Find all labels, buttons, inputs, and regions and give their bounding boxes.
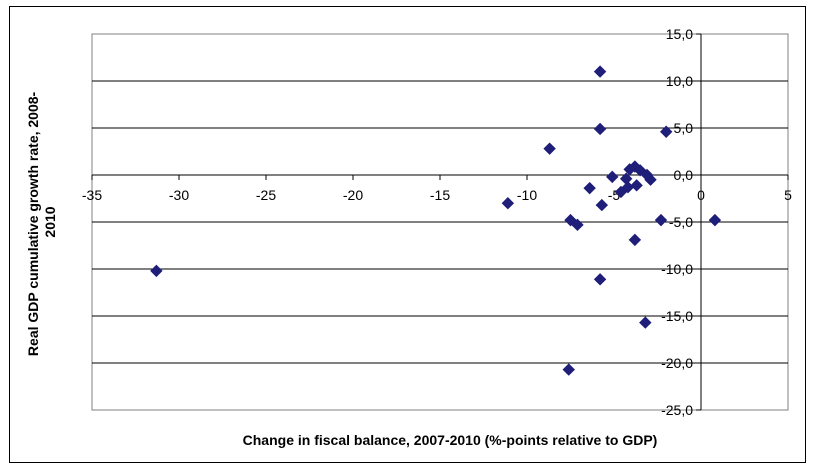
y-tick-label: 10,0: [666, 73, 693, 89]
y-axis-title: Real GDP cumulative growth rate, 2008- 2…: [25, 88, 58, 356]
data-points: [150, 65, 722, 376]
y-tick-label: -20,0: [661, 355, 693, 371]
data-point: [595, 198, 609, 212]
data-point: [593, 122, 607, 136]
x-tick-label: -30: [169, 187, 189, 203]
data-point: [562, 363, 575, 376]
data-point: [606, 170, 619, 184]
data-point: [654, 213, 668, 227]
x-tick-label: 5: [784, 187, 792, 203]
y-axis-title-line-1: Real GDP cumulative growth rate, 2008-: [25, 91, 41, 356]
y-tick-label: 15,0: [666, 26, 693, 42]
y-tick-label: -15,0: [661, 308, 693, 324]
scatter-chart: -35 -30 -25 -20 -15 -10 -5 0 5 15,010,05,00,0-5,…: [25, 26, 792, 448]
data-point: [708, 213, 722, 227]
x-tick-label: -15: [430, 187, 450, 203]
data-point: [593, 273, 607, 286]
axes: [91, 33, 789, 411]
gridlines: [92, 80, 788, 364]
data-point: [543, 142, 556, 155]
data-point: [644, 173, 657, 186]
x-tick-label: 0: [697, 187, 705, 203]
x-axis-title: Change in fiscal balance, 2007-2010 (%-p…: [243, 432, 658, 448]
data-point: [571, 218, 584, 232]
y-tick-label: 0,0: [674, 167, 694, 183]
x-tick-label: -20: [343, 187, 363, 203]
chart-frame: -35 -30 -25 -20 -15 -10 -5 0 5 15,0 10,0 5,0 0,0 -5,…: [9, 6, 806, 463]
data-point: [593, 65, 607, 78]
data-point: [628, 233, 642, 247]
y-axis-title-line-2: 2010: [42, 206, 58, 237]
data-point: [630, 179, 643, 192]
data-point: [639, 316, 652, 329]
data-point: [501, 196, 515, 210]
data-point: [659, 125, 673, 138]
y-tick-label: -5,0: [669, 214, 693, 230]
x-tick-label: -10: [517, 187, 537, 203]
data-point: [150, 264, 163, 278]
y-tick-label: 5,0: [674, 120, 694, 136]
data-point: [583, 181, 596, 195]
y-tick-label: -10,0: [661, 261, 693, 277]
y-tick-label: -25,0: [661, 402, 693, 418]
x-tick-labels: -35 -30 -25 -20 -15 -10 -5 0 5: [82, 187, 792, 203]
y-tick-labels: 15,0 10,0 5,0 0,0 -5,0 -10,0 -15,0 -20,0 -25,0: [661, 26, 693, 418]
x-tick-label: -35: [82, 187, 102, 203]
x-tick-label: -25: [256, 187, 276, 203]
